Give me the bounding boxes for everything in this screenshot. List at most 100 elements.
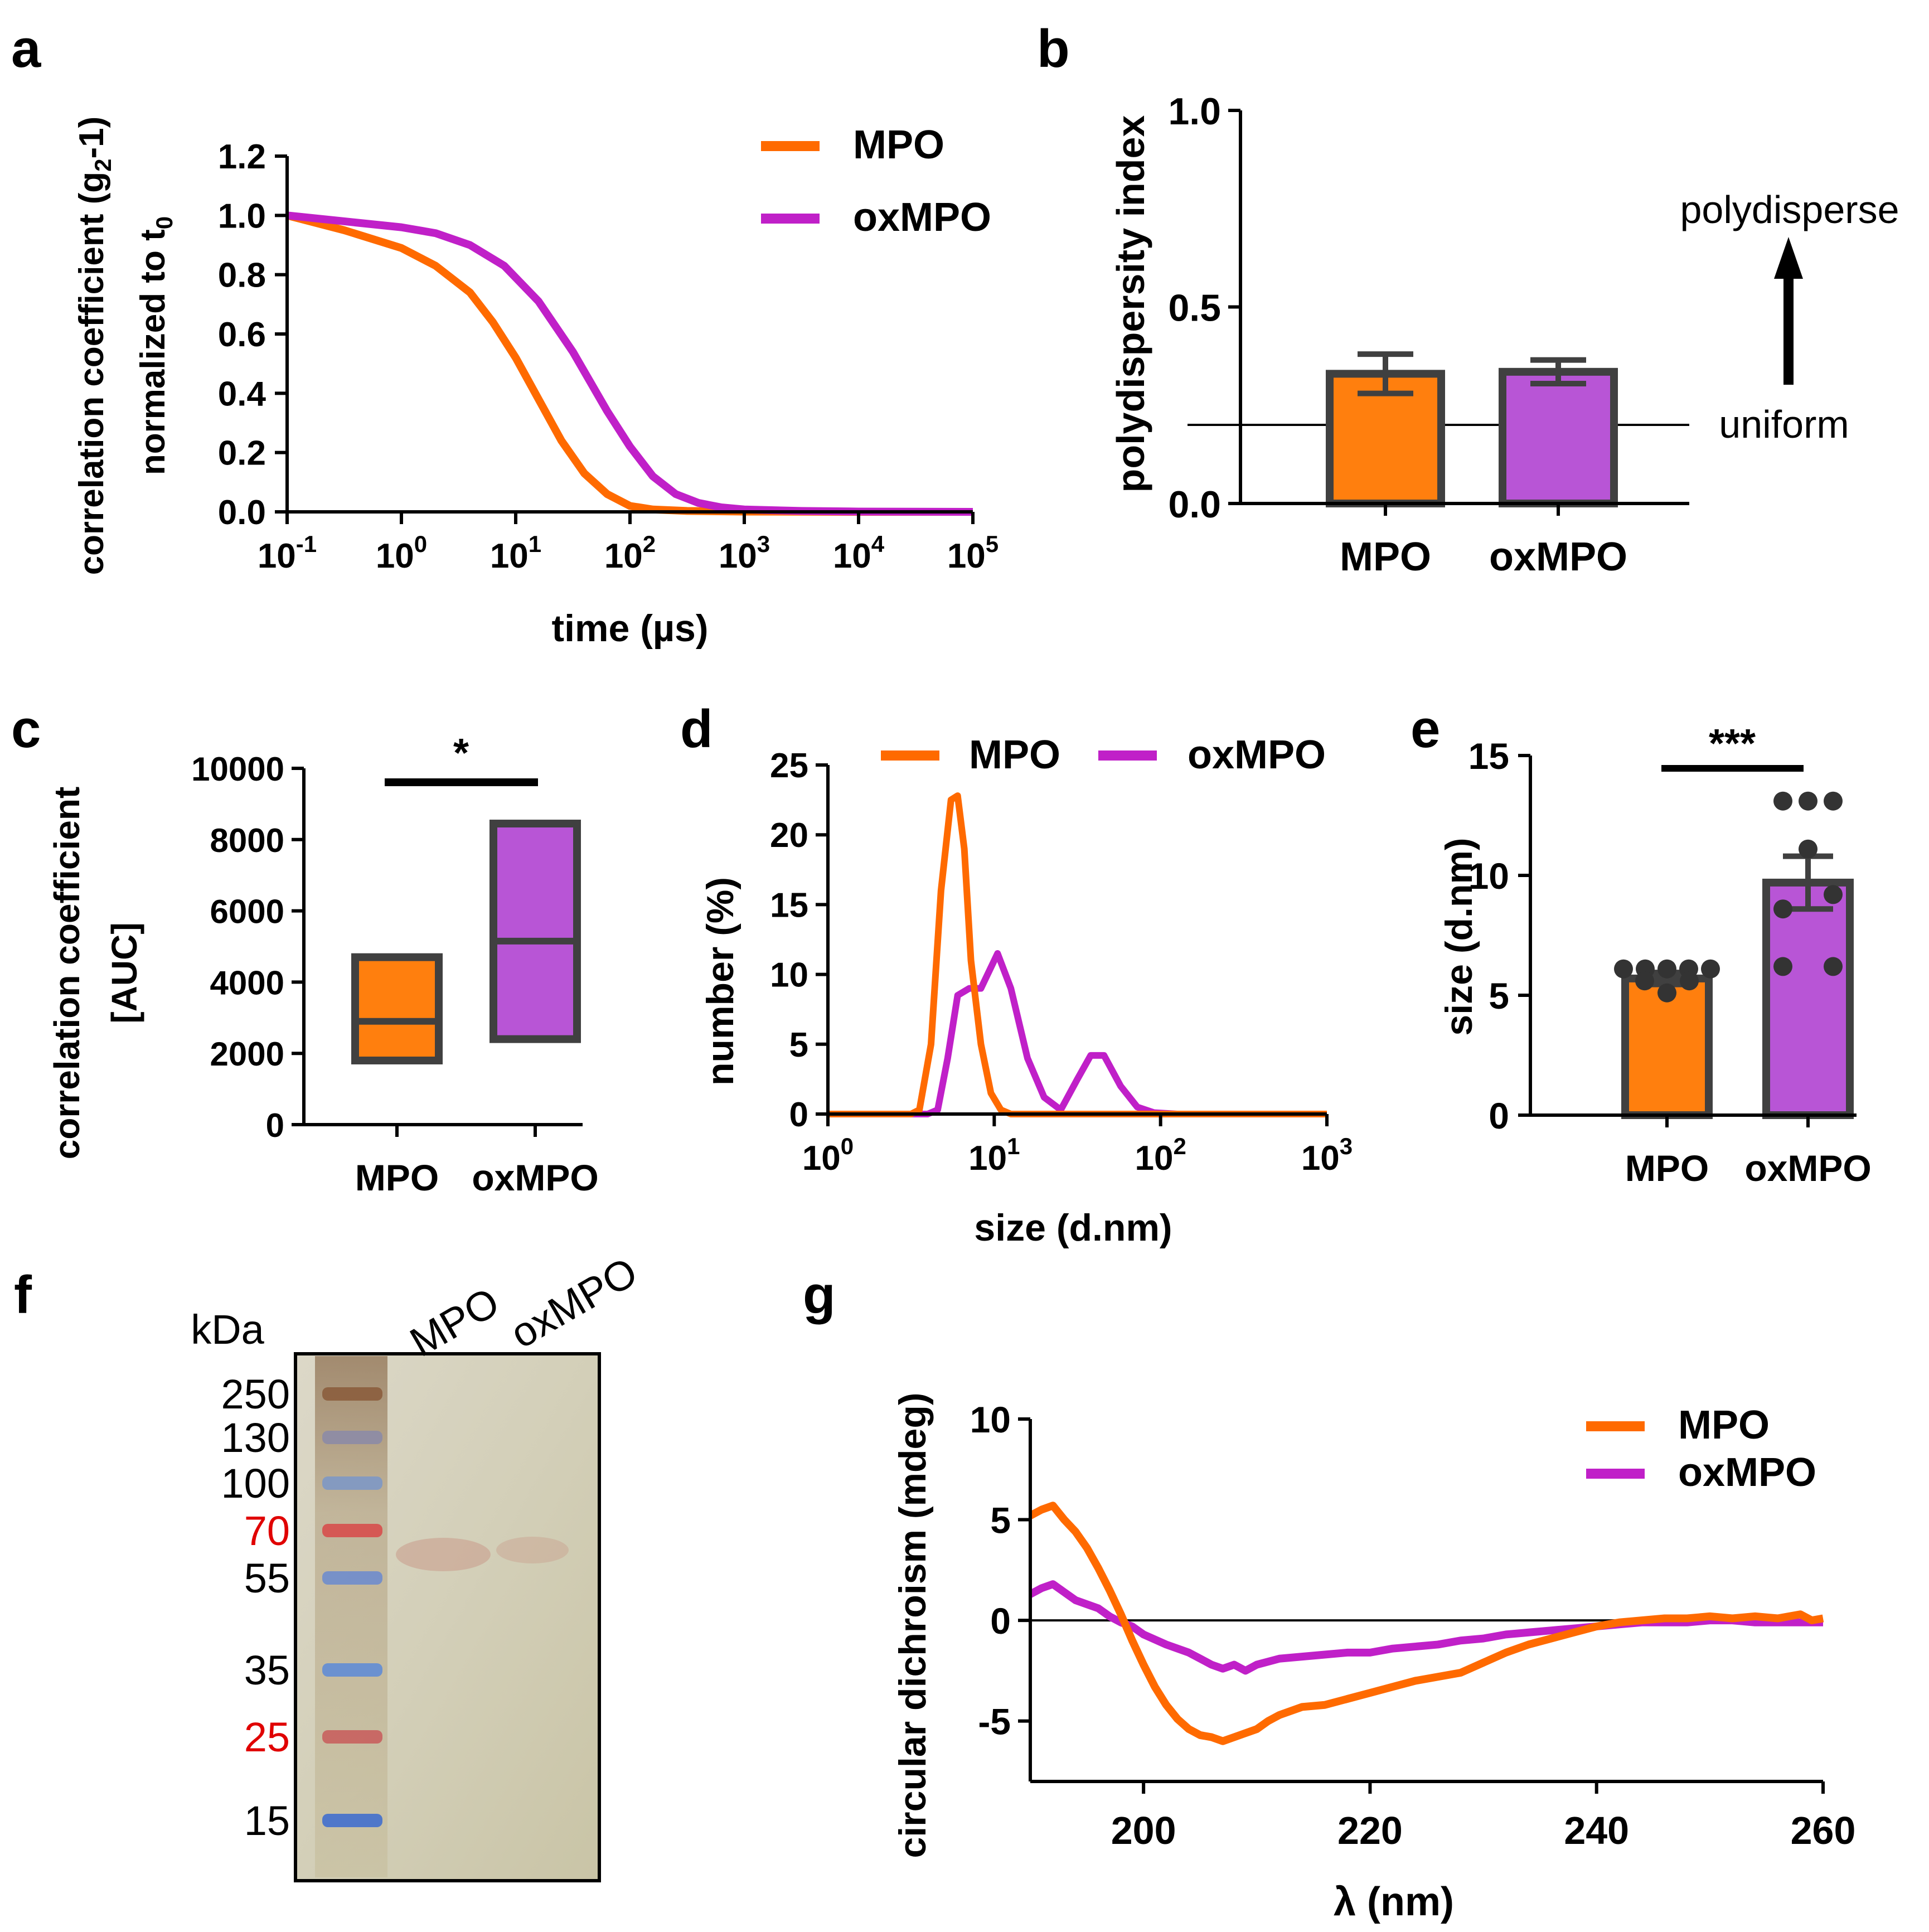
panel-e-point [1824, 885, 1843, 904]
panel-e-point [1773, 791, 1792, 811]
panel-c-ytick-label: 6000 [210, 893, 284, 931]
panel-d-ytick-label: 0 [789, 1096, 808, 1134]
gel-ladder-band-15 [322, 1814, 382, 1827]
panel-e-point [1799, 839, 1817, 859]
panel-g-series-mpo [1028, 1502, 1824, 1745]
panel-label-c: c [11, 699, 41, 759]
panel-d-ytick-label: 15 [770, 886, 808, 924]
panel-g-xlabel: λ (nm) [1334, 1880, 1454, 1924]
panel-a-legend-oxmpo: oxMPO [853, 195, 991, 240]
panel-c-xtick-label: MPO [355, 1157, 439, 1198]
panel-c-box-mpo [351, 953, 443, 1064]
gel-ladder-band-35 [322, 1663, 382, 1677]
panel-d-chart: 0 5 10 15 20 25 100 101 102 103 size (d.nm) numbe… [699, 733, 1353, 1249]
panel-a-xtick-label: 104 [833, 531, 885, 575]
panel-e-point [1635, 971, 1654, 991]
panel-g-chart: -5 0 5 10 200 220 240 260 λ (nm) circular dichr… [891, 1392, 1855, 1924]
gel-ladder-label-55: 55 [244, 1555, 290, 1601]
panel-c-axes: 0 2000 4000 6000 8000 10000 MPO oxMPO [191, 750, 599, 1198]
gel-ladder-label-35: 35 [244, 1647, 290, 1693]
panel-g-legend: MPO oxMPO [1586, 1403, 1816, 1495]
panel-e-significance: *** [1709, 722, 1756, 766]
panel-a-xtick-label: 105 [947, 531, 999, 575]
panel-e-point [1657, 959, 1676, 979]
panel-d-series-mpo [828, 792, 1327, 1117]
panel-e-point [1680, 971, 1699, 991]
panel-label-a: a [11, 19, 41, 79]
panel-b-ytick-label: 0.5 [1168, 287, 1221, 330]
gel-lane-label-oxmpo: oxMPO [503, 1248, 645, 1357]
panel-a-ylabel-1: correlation coefficient (g2-1) [72, 117, 116, 575]
panel-b-bar-oxmpo [1499, 367, 1618, 508]
panel-d-ytick-label: 25 [770, 747, 808, 785]
panel-b-annotation-polydisperse: polydisperse [1680, 188, 1899, 231]
panel-e-point [1701, 959, 1720, 979]
gel-ladder-band-55 [322, 1571, 382, 1585]
panel-a-axes: 0.0 0.2 0.4 0.6 0.8 1.0 1.2 10-1 100 101 102 103 104… [218, 138, 999, 575]
gel-unit-label: kDa [191, 1306, 264, 1353]
panel-b-xtick-label: MPO [1340, 535, 1431, 579]
panel-a-ytick-label: 0.6 [218, 316, 266, 354]
panel-c-box-oxmpo [489, 820, 581, 1043]
panel-a-ytick-label: 0.2 [218, 434, 266, 473]
panel-b-chart: 0.0 0.5 1.0 MPO oxMPO polydispersity index p… [1109, 90, 1899, 579]
gel-band-oxmpo [496, 1537, 569, 1563]
panel-label-d: d [680, 699, 713, 759]
panel-c-ytick-label: 10000 [191, 750, 284, 788]
panel-d-xtick-label: 101 [968, 1133, 1020, 1178]
gel-ladder-band-130 [322, 1431, 382, 1444]
panel-d-ytick-label: 10 [770, 956, 808, 995]
panel-a-xlabel: time (µs) [552, 607, 709, 650]
gel-band-mpo [396, 1538, 491, 1571]
gel-ladder-band-250 [322, 1387, 382, 1401]
gel-ladder-label-15: 15 [244, 1798, 290, 1844]
panel-c-ylabel-2: [AUC] [104, 922, 144, 1023]
panel-g-xtick-label: 200 [1111, 1809, 1176, 1852]
panel-e-point [1773, 957, 1792, 976]
panel-g-xtick-label: 220 [1337, 1809, 1403, 1852]
panel-c-ylabel-1: correlation coefficient [47, 787, 87, 1160]
panel-e-point [1657, 983, 1676, 1003]
panel-b-xtick-label: oxMPO [1489, 535, 1627, 579]
panel-d-legend: MPO oxMPO [881, 733, 1326, 777]
panel-c-ytick-label: 8000 [210, 822, 284, 859]
panel-a-ytick-label: 1.0 [218, 197, 266, 235]
gel-ladder-band-100 [322, 1476, 382, 1490]
gel-ladder-label-250: 250 [221, 1371, 290, 1417]
panel-c-chart: 0 2000 4000 6000 8000 10000 MPO oxMPO correlati… [47, 731, 599, 1198]
panel-e-point [1824, 957, 1843, 976]
panel-label-f: f [14, 1265, 32, 1325]
panel-a-xtick-label: 10-1 [258, 531, 317, 575]
panel-d-axes: 0 5 10 15 20 25 100 101 102 103 [770, 747, 1353, 1178]
panel-a-ytick-label: 0.4 [218, 375, 266, 413]
panel-c-ytick-label: 2000 [210, 1035, 284, 1073]
panel-a-xtick-label: 101 [490, 531, 541, 575]
panel-d-legend-oxmpo: oxMPO [1188, 733, 1326, 777]
panel-d-xtick-label: 100 [802, 1133, 854, 1178]
panel-c-significance: * [453, 731, 469, 776]
panel-c-ytick-label: 0 [266, 1107, 284, 1144]
gel-ladder-band-70 [322, 1524, 382, 1537]
panel-g-xtick-label: 240 [1564, 1809, 1629, 1852]
panel-c-xtick-label: oxMPO [472, 1157, 598, 1198]
panel-label-b: b [1037, 19, 1070, 79]
panel-b-ytick-label: 0.0 [1168, 483, 1221, 526]
panel-a-chart: 0.0 0.2 0.4 0.6 0.8 1.0 1.2 10-1 100 101 102 103 104… [72, 117, 999, 650]
gel-ladder-label-25: 25 [244, 1714, 290, 1760]
panel-b-ytick-label: 1.0 [1168, 90, 1221, 133]
panel-e-chart: 0 5 10 15 MPO oxMPO size (d.nm) *** [1438, 722, 1872, 1189]
panel-a-xtick-label: 100 [376, 531, 427, 575]
panel-c-ytick-label: 4000 [210, 964, 284, 1001]
panel-e-xtick-label: MPO [1625, 1147, 1709, 1189]
panel-b-ylabel: polydispersity index [1109, 115, 1152, 493]
panel-g-ytick-label: 0 [990, 1600, 1011, 1642]
gel-ladder-label-130: 130 [221, 1415, 290, 1461]
panel-b-annotation-uniform: uniform [1719, 403, 1849, 446]
panel-g-xtick-label: 260 [1791, 1809, 1856, 1852]
panel-g-ytick-label: 10 [970, 1399, 1011, 1440]
gel-ladder-label-100: 100 [221, 1460, 290, 1507]
panel-g-legend-mpo: MPO [1678, 1403, 1770, 1447]
panel-e-ytick-label: 10 [1468, 855, 1509, 897]
